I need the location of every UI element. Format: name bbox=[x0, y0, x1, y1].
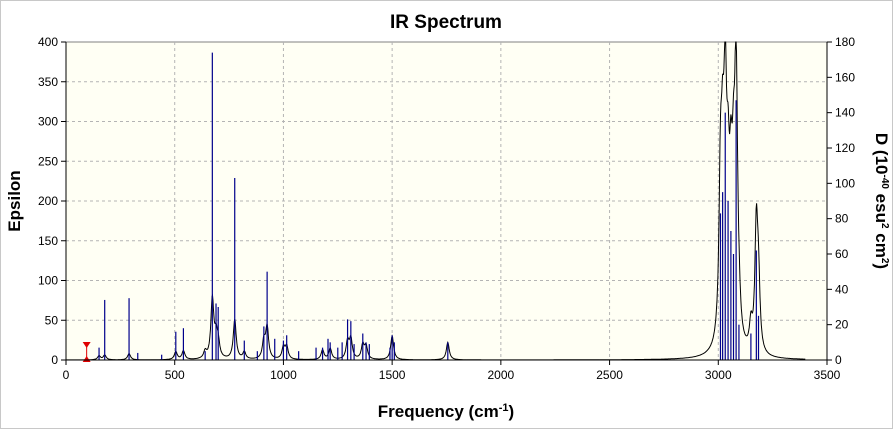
y-left-tick-label: 350 bbox=[38, 75, 58, 89]
y-right-tick-label: 160 bbox=[835, 70, 855, 84]
y-left-tick-label: 200 bbox=[38, 194, 58, 208]
y-right-tick-label: 40 bbox=[835, 282, 849, 296]
x-axis-title: Frequency (cm-1) bbox=[378, 402, 514, 421]
y-right-tick-label: 100 bbox=[835, 176, 855, 190]
y-right-tick-label: 0 bbox=[835, 353, 842, 367]
chart-title: IR Spectrum bbox=[390, 12, 502, 33]
y-left-tick-label: 150 bbox=[38, 234, 58, 248]
x-tick-label: 0 bbox=[63, 368, 70, 382]
y-left-tick-label: 250 bbox=[38, 154, 58, 168]
y-left-tick-label: 50 bbox=[45, 313, 59, 327]
y-right-tick-label: 140 bbox=[835, 106, 855, 120]
x-tick-label: 1500 bbox=[379, 368, 406, 382]
y-left-tick-label: 300 bbox=[38, 115, 58, 129]
x-tick-label: 3500 bbox=[814, 368, 841, 382]
x-tick-label: 3000 bbox=[705, 368, 732, 382]
x-tick-label: 2500 bbox=[596, 368, 623, 382]
y-left-tick-label: 400 bbox=[38, 35, 58, 49]
x-tick-label: 500 bbox=[165, 368, 185, 382]
y-left-tick-label: 100 bbox=[38, 274, 58, 288]
y-left-tick-label: 0 bbox=[51, 353, 58, 367]
y-axis-right: 0 20 40 60 80 100 120 140 160 180 bbox=[826, 35, 855, 367]
y-axis-left: 0 50 100 150 200 250 300 350 400 bbox=[38, 35, 67, 367]
y-right-tick-label: 180 bbox=[835, 35, 855, 49]
marker-top-handle[interactable] bbox=[82, 342, 91, 348]
y-right-tick-label: 20 bbox=[835, 318, 849, 332]
y-right-tick-label: 60 bbox=[835, 247, 849, 261]
grid-lines bbox=[66, 42, 827, 360]
stick-spectrum bbox=[98, 52, 760, 360]
y-axis-left-title: Epsilon bbox=[5, 170, 24, 231]
y-right-tick-label: 120 bbox=[835, 141, 855, 155]
y-axis-right-title: D (10-40 esu2 cm2) bbox=[872, 133, 891, 269]
x-tick-label: 1000 bbox=[270, 368, 297, 382]
y-right-tick-label: 80 bbox=[835, 212, 849, 226]
x-axis: 0 500 1000 1500 2000 2500 3000 3500 bbox=[63, 359, 841, 382]
x-tick-label: 2000 bbox=[488, 368, 515, 382]
